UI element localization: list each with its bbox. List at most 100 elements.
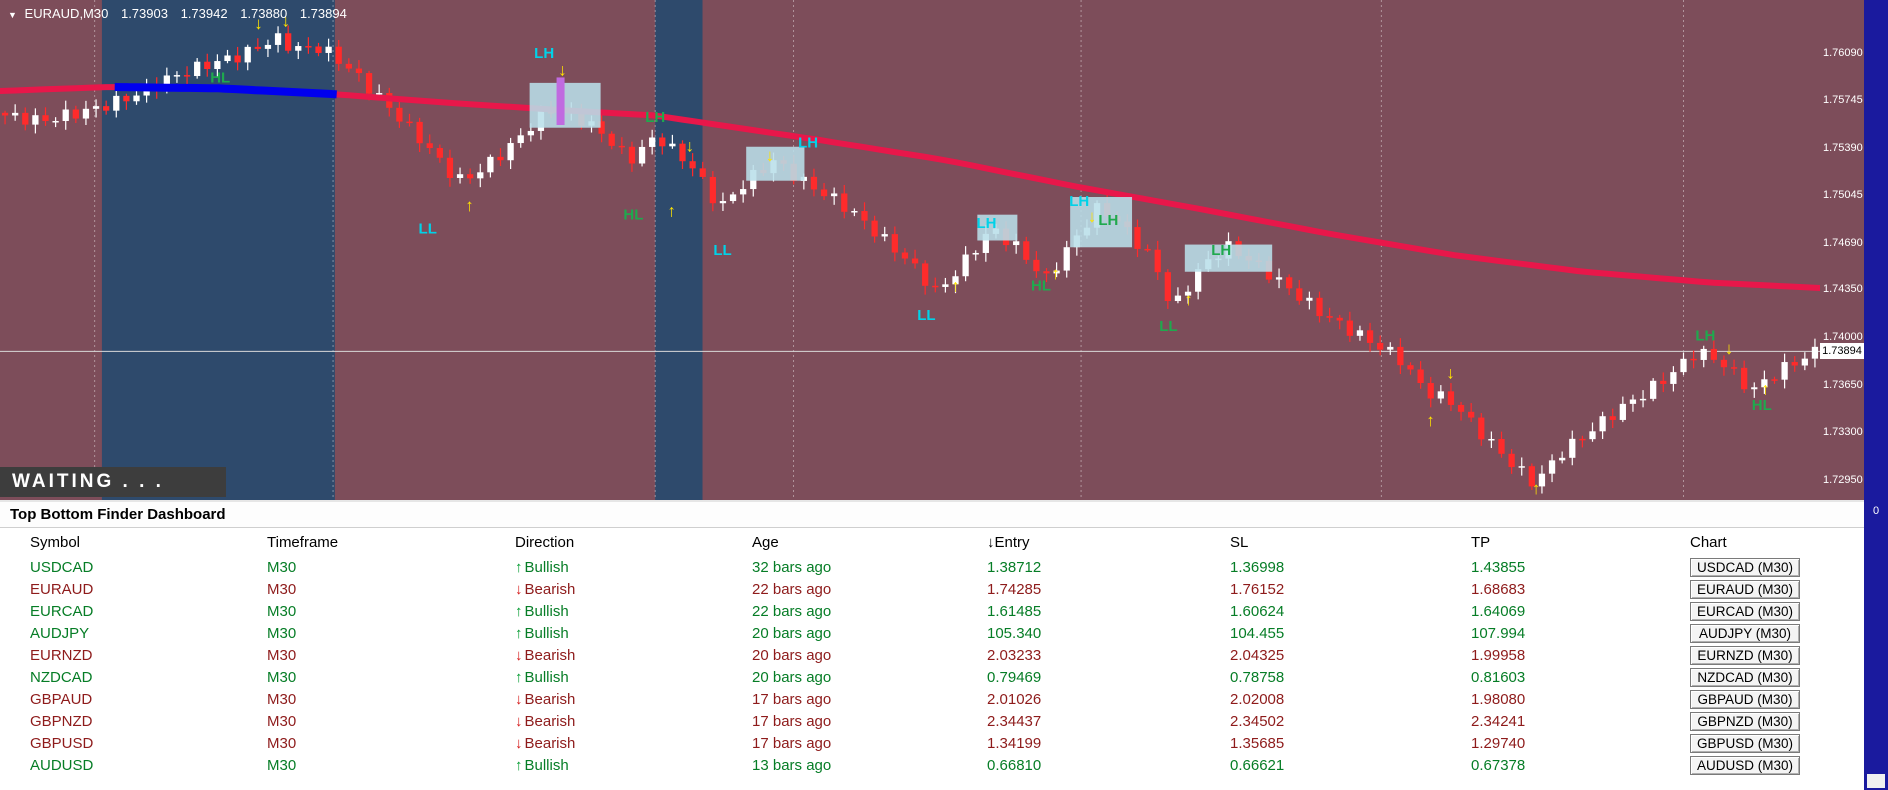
price-axis-label: 1.74350 [1823,283,1863,296]
session-highlight-band [101,0,335,500]
chart-button[interactable]: USDCAD (M30) [1690,557,1801,577]
tp-cell: 1.99958 [1471,646,1526,664]
sl-cell: 0.78758 [1230,668,1285,686]
sl-cell: 2.04325 [1230,646,1285,664]
chart-button[interactable]: GBPAUD (M30) [1690,689,1800,709]
bearish-arrow-icon: ↓ [515,580,523,598]
column-header-sl[interactable]: SL [1230,533,1249,551]
arrow-down-icon: ↓ [1725,339,1734,358]
timeframe-cell: M30 [267,668,297,686]
symbol-cell: EURCAD [30,602,94,620]
chart-cell: GBPNZD (M30) [1690,711,1864,731]
symbol-cell: GBPNZD [30,712,93,730]
direction-cell: ↑ Bullish [515,624,569,642]
tp-cell: 0.67378 [1471,756,1526,774]
signal-box [746,146,805,181]
swing-label: HL [1031,277,1051,294]
scrollbar[interactable]: 0 [1864,0,1888,790]
signal-box [977,214,1018,241]
chart-cell: EURCAD (M30) [1690,601,1864,621]
chart-close-value: 1.73894 [299,6,347,21]
session-highlight-band [655,0,703,500]
arrow-down-icon: ↓ [254,14,263,33]
entry-cell: 1.74285 [987,580,1042,598]
period-separators [94,0,1684,500]
session-highlight-bands [101,0,703,500]
timeframe-cell: M30 [267,646,297,664]
arrow-up-icon: ↑ [951,276,960,295]
table-row: AUDUSD M30 ↑ Bullish 13 bars ago 0.66810 0.666… [0,754,1864,776]
chart-open-value: 1.73903 [120,6,168,21]
bullish-arrow-icon: ↑ [515,668,523,686]
swing-label: LH [534,45,554,62]
arrow-up-icon: ↑ [1761,380,1770,399]
age-cell: 17 bars ago [752,734,832,752]
chart-cell: USDCAD (M30) [1690,557,1864,577]
chart-cell: EURNZD (M30) [1690,645,1864,665]
chart-low-value: 1.73880 [240,6,288,21]
entry-cell: 105.340 [987,624,1042,642]
table-row: GBPNZD M30 ↓ Bearish 17 bars ago 2.34437 2.345… [0,710,1864,732]
chart-cell: GBPAUD (M30) [1690,689,1864,709]
chart-button[interactable]: EURCAD (M30) [1690,601,1801,621]
age-cell: 32 bars ago [752,558,832,576]
column-header-age[interactable]: Age [752,533,779,551]
bullish-arrow-icon: ↑ [515,602,523,620]
collapse-triangle-icon[interactable]: ▼ [8,10,17,20]
table-row: EURNZD M30 ↓ Bearish 20 bars ago 2.03233 2.043… [0,644,1864,666]
bearish-arrow-icon: ↓ [515,712,523,730]
current-price-tag: 1.73894 [1820,343,1864,360]
timeframe-cell: M30 [267,580,297,598]
column-header-chart[interactable]: Chart [1690,533,1727,551]
column-header-symbol[interactable]: Symbol [30,533,81,551]
chart-button[interactable]: GBPUSD (M30) [1690,733,1801,753]
chart-high-value: 1.73942 [180,6,228,21]
swing-label: LL [917,307,935,324]
age-cell: 20 bars ago [752,646,832,664]
dashboard-rows: USDCAD M30 ↑ Bullish 32 bars ago 1.38712 1.369… [0,556,1864,776]
direction-cell: ↓ Bearish [515,646,576,664]
column-header-tp[interactable]: TP [1471,533,1491,551]
timeframe-cell: M30 [267,712,297,730]
age-cell: 17 bars ago [752,690,832,708]
age-cell: 13 bars ago [752,756,832,774]
chart-cell: EURAUD (M30) [1690,579,1864,599]
direction-cell: ↑ Bullish [515,602,569,620]
price-axis[interactable]: 1.76090 1.75745 1.75390 1.75045 1.74690 1.743… [1820,0,1864,500]
candlesticks [1,25,1819,494]
signal-box [1184,244,1273,272]
sl-cell: 1.76152 [1230,580,1285,598]
column-header-entry[interactable]: ↓Entry [987,533,1030,551]
direction-cell: ↑ Bullish [515,668,569,686]
bullish-arrow-icon: ↑ [515,756,523,774]
column-header-timeframe[interactable]: Timeframe [267,533,339,551]
swing-label: HL [623,207,643,224]
direction-cell: ↓ Bearish [515,734,576,752]
column-header-direction[interactable]: Direction [515,533,575,551]
symbol-cell: NZDCAD [30,668,93,686]
chart-symbol-period: EURAUD,M30 [24,6,109,21]
chart-button[interactable]: AUDUSD (M30) [1690,755,1801,775]
chart-button[interactable]: AUDJPY (M30) [1690,623,1800,643]
swing-label: LH [798,135,818,152]
chart-button[interactable]: NZDCAD (M30) [1690,667,1800,687]
price-axis-label: 1.75390 [1823,142,1863,155]
table-row: GBPUSD M30 ↓ Bearish 17 bars ago 1.34199 1.356… [0,732,1864,754]
chart-button[interactable]: EURNZD (M30) [1690,645,1800,665]
chart-button[interactable]: GBPNZD (M30) [1690,711,1800,731]
sl-cell: 1.60624 [1230,602,1285,620]
dashboard-column-headers: Symbol Timeframe Direction Age ↓Entry SL TP Cha… [0,528,1864,556]
arrow-up-icon: ↑ [1051,264,1060,283]
scrollbar-thumb[interactable] [1867,774,1885,788]
chart-button[interactable]: EURAUD (M30) [1690,579,1801,599]
chart-cell: AUDUSD (M30) [1690,755,1864,775]
swing-label: LH [1098,212,1118,229]
arrow-down-icon: ↓ [766,146,775,165]
entry-cell: 2.03233 [987,646,1042,664]
signal-boxes [529,82,1273,272]
table-row: USDCAD M30 ↑ Bullish 32 bars ago 1.38712 1.369… [0,556,1864,578]
swing-labels: HL LH LL HL LH LL LH LL LH HL LH LH LL LH LH HL [210,45,1772,414]
entry-cell: 0.66810 [987,756,1042,774]
arrow-up-icon: ↑ [1426,411,1435,430]
price-chart[interactable]: HL LH LL HL LH LL LH LL LH HL LH LH LL LH LH HL ↓ ↓ ↑ ↓ ↑ ↓ ↓ ↑… [0,0,1820,500]
